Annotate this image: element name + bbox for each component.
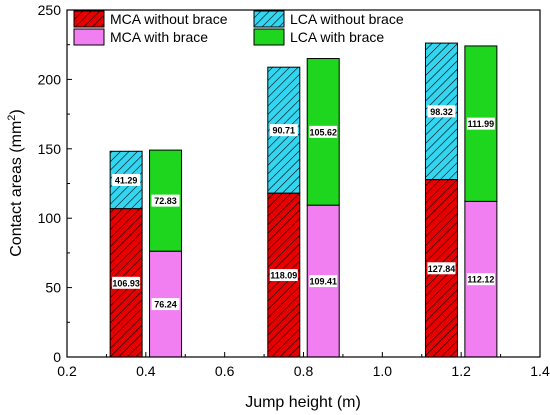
data-label-bg (427, 262, 456, 275)
x-axis-title: Jump height (m) (245, 394, 361, 411)
y-axis-title-superscript: 2 (6, 115, 18, 121)
data-label-lca-without-brace-0.8: 90.71 (273, 126, 296, 136)
data-label-lca-with-brace-1.2: 111.99 (468, 119, 495, 129)
y-tick-label: 150 (38, 141, 62, 157)
data-label-bg (269, 269, 298, 282)
x-tick-label: 0.8 (294, 363, 314, 379)
y-axis-title: Contact areas (mm2) (6, 109, 25, 257)
data-label-lca-with-brace-0.4: 72.83 (154, 196, 177, 206)
data-label-bg (427, 105, 456, 118)
data-label-lca-without-brace-1.2: 98.32 (430, 107, 453, 117)
data-label-bg (309, 275, 338, 288)
y-tick-label: 100 (38, 210, 62, 226)
y-tick-label: 0 (53, 349, 61, 365)
legend-swatch-mca-without-brace (73, 10, 105, 28)
x-tick-label: 1.0 (373, 363, 393, 379)
x-tick-label: 0.6 (215, 363, 235, 379)
legend-swatch-lca-without-brace (253, 10, 285, 28)
legend-label-lca-with-brace: LCA with brace (290, 29, 384, 45)
data-label-mca-with-brace-0.8: 109.41 (309, 277, 337, 287)
data-label-lca-without-brace-0.4: 41.29 (115, 175, 138, 185)
y-tick-label: 50 (45, 280, 61, 296)
legend: MCA without brace LCA without brace MCA … (73, 10, 404, 46)
data-label-bg (112, 173, 141, 186)
data-label-mca-without-brace-1.2: 127.84 (428, 264, 456, 274)
data-label-bg (112, 276, 141, 289)
data-label-lca-with-brace-0.8: 105.62 (309, 127, 337, 137)
data-label-mca-with-brace-0.4: 76.24 (154, 300, 177, 310)
x-tick-label: 1.4 (530, 363, 550, 379)
x-tick-label: 0.2 (57, 363, 77, 379)
legend-label-mca-without-brace: MCA without brace (110, 11, 228, 27)
y-axis: 0 50 100 150 200 250 (38, 2, 72, 365)
x-tick-label: 0.4 (136, 363, 156, 379)
data-label-bg (151, 194, 180, 207)
legend-swatch-lca-with-brace (253, 28, 285, 46)
y-tick-label: 250 (38, 2, 62, 18)
data-label-bg (151, 298, 180, 311)
data-labels-layer: 106.93 41.29 118.09 90.71 127.84 98.32 76.24 72… (112, 105, 495, 311)
legend-label-lca-without-brace: LCA without brace (290, 11, 404, 27)
legend-label-mca-with-brace: MCA with brace (110, 29, 208, 45)
data-label-mca-without-brace-0.8: 118.09 (270, 271, 297, 281)
data-label-mca-without-brace-0.4: 106.93 (112, 278, 140, 288)
y-axis-title-main: Contact areas (mm (8, 121, 25, 257)
data-label-mca-with-brace-1.2: 112.12 (467, 275, 494, 285)
x-axis: 0.2 0.4 0.6 0.8 1.0 1.2 1.4 (57, 352, 550, 379)
legend-swatch-mca-with-brace (73, 28, 105, 46)
y-axis-title-suffix: ) (8, 109, 25, 114)
data-label-bg (466, 117, 495, 130)
x-tick-label: 1.2 (451, 363, 471, 379)
data-label-bg (309, 125, 338, 138)
data-label-bg (269, 124, 298, 137)
y-tick-label: 200 (38, 71, 62, 87)
data-label-bg (466, 273, 495, 286)
